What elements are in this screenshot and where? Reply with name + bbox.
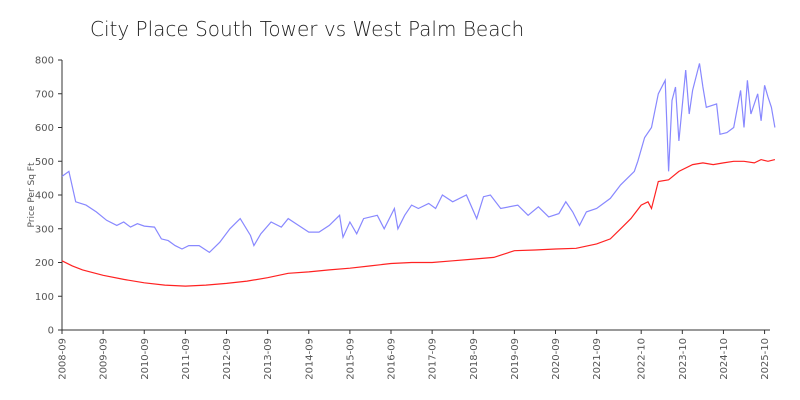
x-tick-label: 2023-10 (678, 338, 689, 380)
y-tick-label: 600 (35, 123, 54, 134)
y-tick-label: 100 (35, 292, 54, 303)
x-tick-label: 2024-10 (719, 338, 730, 380)
x-tick-label: 2018-09 (469, 338, 480, 380)
series-line-1 (61, 63, 776, 254)
series-line-2 (61, 158, 776, 287)
x-tick-label: 2009-09 (99, 338, 110, 380)
x-tick-label: 2014-09 (304, 338, 315, 380)
x-tick-label: 2011-09 (181, 338, 192, 380)
x-tick-label: 2016-09 (387, 338, 398, 380)
y-tick-label: 200 (35, 258, 54, 269)
x-tick-label: 2022-10 (637, 338, 648, 380)
y-tick-label: 0 (48, 326, 54, 337)
x-tick-label: 2019-09 (510, 338, 521, 380)
x-tick-label: 2021-09 (592, 338, 603, 380)
y-ticks: 0 100 200 300 400 500 600 700 800 (35, 56, 62, 337)
series-group (61, 63, 776, 287)
y-tick-label: 700 (35, 89, 54, 100)
x-tick-label: 2013-09 (263, 338, 274, 380)
chart-title: City Place South Tower vs West Palm Beac… (90, 17, 524, 41)
x-tick-label: 2012-09 (222, 338, 233, 380)
x-tick-label: 2010-09 (140, 338, 151, 380)
y-tick-label: 800 (35, 56, 54, 67)
y-tick-label: 400 (35, 191, 54, 202)
x-ticks: 2008-09 2009-09 2010-09 2011-09 2012-09 2013-… (58, 330, 771, 380)
x-tick-label: 2008-09 (58, 338, 69, 380)
x-tick-label: 2015-09 (345, 338, 356, 380)
y-tick-label: 300 (35, 224, 54, 235)
x-tick-label: 2017-09 (428, 338, 439, 380)
x-tick-label: 2025-10 (760, 338, 771, 380)
y-axis-label: Price Per Sq Ft (27, 162, 37, 227)
x-tick-label: 2020-09 (551, 338, 562, 380)
y-tick-label: 500 (35, 157, 54, 168)
